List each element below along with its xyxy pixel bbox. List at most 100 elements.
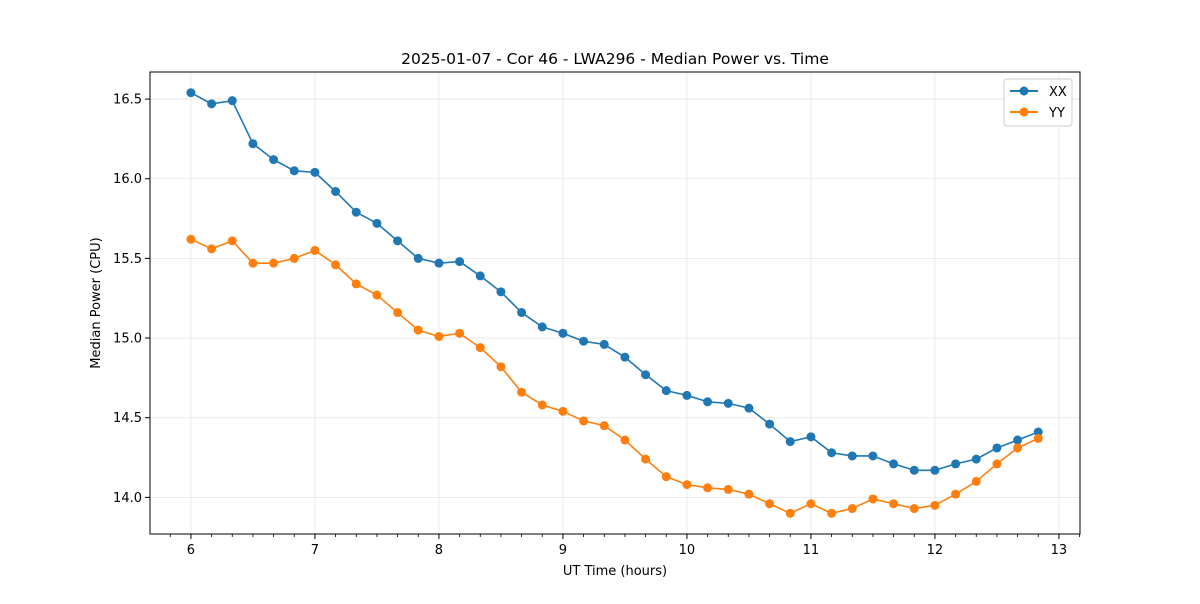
x-tick-label: 7	[311, 543, 319, 558]
data-point-xx	[765, 419, 775, 429]
data-point-yy	[971, 476, 981, 486]
data-point-xx	[951, 459, 961, 469]
data-point-yy	[868, 494, 878, 504]
data-point-yy	[785, 508, 795, 518]
x-tick-label: 11	[803, 543, 820, 558]
data-point-yy	[186, 234, 196, 244]
y-tick-label: 14.5	[113, 411, 142, 426]
x-tick-label: 6	[187, 543, 195, 558]
data-point-yy	[620, 435, 630, 445]
data-point-xx	[682, 390, 692, 400]
data-point-yy	[537, 400, 547, 410]
ticks: 6 7 8 9 10 11 12 13 14.0 14.5 15.0 15.5 16.0 16.5	[113, 93, 1080, 558]
data-point-yy	[455, 328, 465, 338]
legend-marker-xx	[1019, 86, 1029, 96]
series-xx	[186, 88, 1043, 475]
data-point-xx	[207, 99, 217, 109]
data-point-yy	[951, 489, 961, 499]
data-point-xx	[1013, 435, 1023, 445]
data-point-xx	[537, 322, 547, 332]
data-point-yy	[847, 504, 857, 514]
data-point-xx	[413, 253, 423, 263]
legend-label-yy: YY	[1048, 106, 1065, 121]
y-tick-label: 16.5	[113, 93, 142, 108]
data-point-yy	[289, 253, 299, 263]
x-tick-label: 13	[1051, 543, 1068, 558]
data-point-xx	[971, 454, 981, 464]
data-point-yy	[227, 236, 237, 246]
series-yy	[186, 234, 1043, 518]
data-point-xx	[868, 451, 878, 461]
data-point-yy	[1033, 433, 1043, 443]
data-point-yy	[806, 499, 816, 509]
data-point-yy	[434, 331, 444, 341]
data-point-xx	[930, 465, 940, 475]
data-point-yy	[909, 504, 919, 514]
data-point-xx	[248, 139, 258, 149]
series-layer	[186, 88, 1043, 518]
data-point-yy	[331, 260, 341, 270]
data-point-xx	[186, 88, 196, 98]
data-point-yy	[475, 343, 485, 353]
data-point-yy	[992, 459, 1002, 469]
x-tick-label: 9	[559, 543, 567, 558]
data-point-yy	[393, 308, 403, 318]
axes-frame	[149, 71, 1081, 535]
x-tick-label: 12	[927, 543, 944, 558]
data-point-xx	[269, 155, 279, 165]
data-point-xx	[558, 328, 568, 338]
data-point-xx	[909, 465, 919, 475]
data-point-xx	[434, 258, 444, 268]
data-point-yy	[579, 416, 589, 426]
data-point-xx	[393, 236, 403, 246]
data-point-xx	[351, 207, 361, 217]
data-point-xx	[889, 459, 899, 469]
data-point-yy	[413, 325, 423, 335]
data-point-xx	[599, 339, 609, 349]
data-point-xx	[992, 443, 1002, 453]
data-point-yy	[1013, 443, 1023, 453]
data-point-xx	[1033, 427, 1043, 437]
data-point-xx	[703, 397, 713, 407]
y-axis-label: Median Power (CPU)	[89, 237, 104, 368]
x-axis-label: UT Time (hours)	[563, 564, 667, 579]
y-tick-label: 16.0	[113, 172, 142, 187]
data-point-xx	[785, 437, 795, 447]
legend-label-xx: XX	[1049, 85, 1067, 100]
data-point-yy	[310, 245, 320, 255]
x-tick-label: 8	[435, 543, 443, 558]
data-point-yy	[930, 500, 940, 510]
x-tick-label: 10	[679, 543, 696, 558]
data-point-xx	[517, 308, 527, 318]
data-point-xx	[744, 403, 754, 413]
data-point-xx	[455, 257, 465, 267]
y-tick-label: 15.5	[113, 252, 142, 267]
data-point-xx	[579, 336, 589, 346]
data-point-yy	[496, 362, 506, 372]
legend: XX YY	[1003, 78, 1073, 127]
data-point-xx	[661, 386, 671, 396]
data-point-xx	[847, 451, 857, 461]
data-point-xx	[827, 448, 837, 458]
data-point-yy	[269, 258, 279, 268]
grid	[150, 72, 1080, 534]
data-point-xx	[310, 167, 320, 177]
data-point-yy	[723, 484, 733, 494]
data-point-xx	[723, 398, 733, 408]
data-point-yy	[517, 387, 527, 397]
data-point-xx	[806, 432, 816, 442]
data-point-xx	[620, 352, 630, 362]
data-point-xx	[475, 271, 485, 281]
data-point-yy	[558, 406, 568, 416]
chart-title: 2025-01-07 - Cor 46 - LWA296 - Median Po…	[401, 50, 829, 68]
data-point-yy	[765, 499, 775, 509]
y-tick-label: 14.0	[113, 491, 142, 506]
y-tick-label: 15.0	[113, 332, 142, 347]
data-point-yy	[351, 279, 361, 289]
data-point-xx	[331, 186, 341, 196]
data-point-yy	[889, 499, 899, 509]
data-point-xx	[641, 370, 651, 380]
legend-marker-yy	[1019, 107, 1029, 117]
